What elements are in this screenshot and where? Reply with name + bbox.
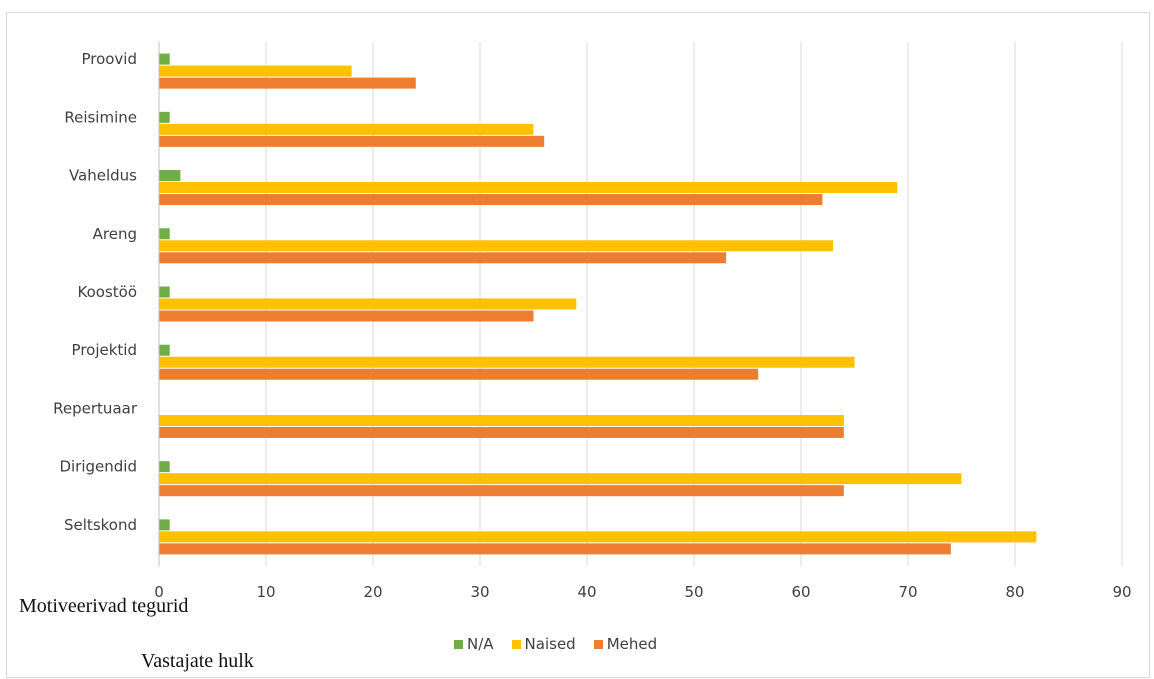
legend-item: Mehed bbox=[593, 635, 658, 653]
bar-mehed-6 bbox=[159, 426, 844, 438]
x-tick-label: 90 bbox=[1112, 583, 1131, 601]
legend-label: N/A bbox=[467, 635, 494, 653]
category-label: Dirigendid bbox=[59, 458, 137, 476]
legend-swatch bbox=[593, 639, 603, 649]
bar-naised-7 bbox=[159, 473, 962, 485]
legend-item: Naised bbox=[511, 635, 576, 653]
bar-mehed-0 bbox=[159, 77, 416, 89]
bar-na-2 bbox=[159, 170, 181, 182]
x-tick-label: 30 bbox=[470, 583, 489, 601]
category-label: Koostöö bbox=[78, 283, 138, 301]
bar-na-3 bbox=[159, 228, 170, 240]
x-tick-label: 40 bbox=[577, 583, 596, 601]
bar-na-8 bbox=[159, 519, 170, 531]
x-tick-label: 60 bbox=[791, 583, 810, 601]
bar-mehed-2 bbox=[159, 194, 823, 206]
category-label: Seltskond bbox=[64, 516, 137, 534]
legend-label: Mehed bbox=[606, 635, 658, 653]
legend-swatch bbox=[454, 639, 463, 649]
category-label: Repertuaar bbox=[53, 399, 138, 417]
x-tick-label: 50 bbox=[684, 583, 703, 601]
bar-mehed-5 bbox=[159, 368, 759, 380]
bar-mehed-7 bbox=[159, 485, 844, 497]
bar-naised-3 bbox=[159, 240, 834, 252]
category-label: Areng bbox=[93, 225, 137, 243]
x-tick-label: 10 bbox=[256, 583, 275, 601]
category-label: Proovid bbox=[81, 50, 137, 68]
category-label: Vaheldus bbox=[69, 167, 137, 185]
x-axis-caption: Motiveerivad tegurid bbox=[19, 595, 189, 617]
category-label: Projektid bbox=[72, 341, 137, 359]
bar-naised-6 bbox=[159, 414, 844, 426]
bar-naised-2 bbox=[159, 182, 898, 194]
bar-mehed-3 bbox=[159, 252, 727, 264]
bar-naised-4 bbox=[159, 298, 577, 310]
bar-na-7 bbox=[159, 461, 170, 473]
category-label: Reisimine bbox=[64, 108, 137, 126]
bar-mehed-4 bbox=[159, 310, 534, 322]
x-tick-label: 0 bbox=[154, 583, 164, 601]
legend-item: N/A bbox=[454, 635, 494, 653]
bar-naised-8 bbox=[159, 531, 1037, 543]
x-tick-label: 20 bbox=[363, 583, 382, 601]
bar-na-4 bbox=[159, 286, 170, 298]
legend: N/A Naised Mehed bbox=[454, 635, 657, 653]
legend-label: Naised bbox=[524, 635, 576, 653]
bar-na-5 bbox=[159, 344, 170, 356]
x-tick-label: 80 bbox=[1005, 583, 1024, 601]
bar-naised-1 bbox=[159, 123, 534, 135]
x-tick-label: 70 bbox=[898, 583, 917, 601]
chart-frame bbox=[6, 12, 1150, 678]
y-axis-caption: Vastajate hulk bbox=[141, 650, 254, 672]
bar-mehed-1 bbox=[159, 135, 545, 147]
bar-naised-5 bbox=[159, 356, 855, 368]
legend-swatch bbox=[511, 639, 521, 649]
bar-naised-0 bbox=[159, 65, 352, 77]
bar-na-1 bbox=[159, 111, 170, 123]
bar-na-0 bbox=[159, 53, 170, 65]
bar-mehed-8 bbox=[159, 543, 951, 555]
